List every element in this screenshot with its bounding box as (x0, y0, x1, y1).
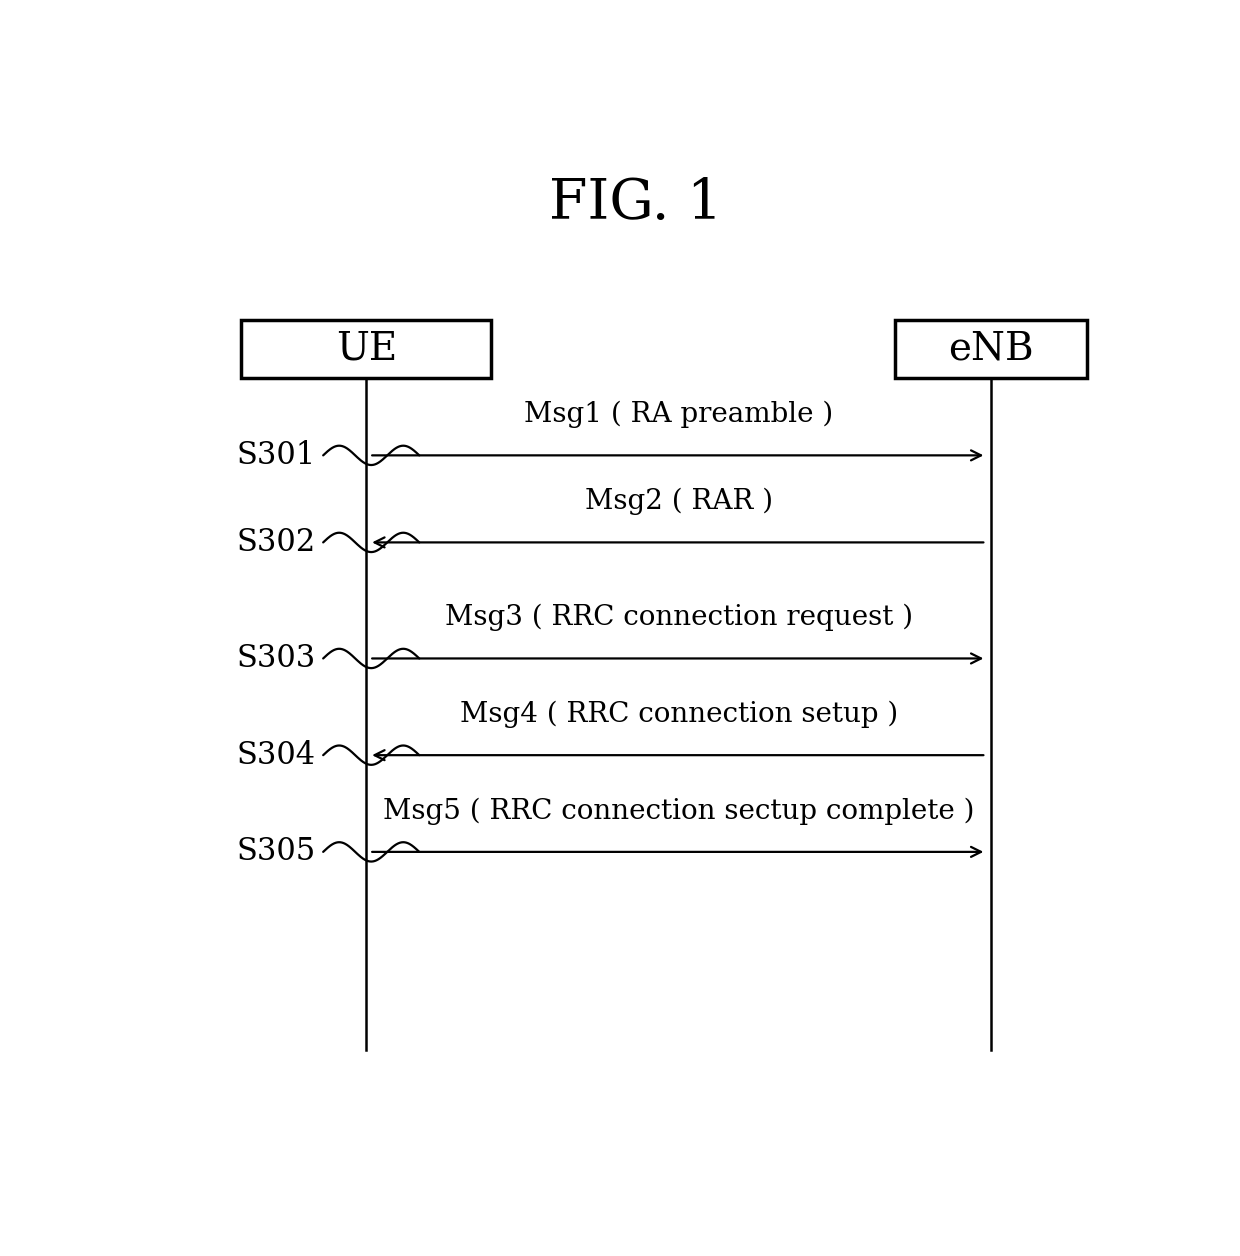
Text: S301: S301 (237, 440, 316, 471)
Text: S304: S304 (237, 740, 316, 771)
Bar (895, 320, 1087, 378)
Text: Msg3 ( RRC connection request ): Msg3 ( RRC connection request ) (445, 604, 913, 632)
Text: S302: S302 (237, 528, 316, 558)
Bar (242, 320, 491, 378)
Text: FIG. 1: FIG. 1 (549, 177, 722, 231)
Text: eNB: eNB (949, 330, 1034, 368)
Text: Msg2 ( RAR ): Msg2 ( RAR ) (585, 489, 773, 515)
Text: Msg1 ( RA preamble ): Msg1 ( RA preamble ) (525, 401, 833, 428)
Text: Msg4 ( RRC connection setup ): Msg4 ( RRC connection setup ) (460, 701, 898, 728)
Text: S303: S303 (237, 643, 316, 674)
Text: Msg5 ( RRC connection sectup complete ): Msg5 ( RRC connection sectup complete ) (383, 798, 975, 825)
Text: UE: UE (336, 330, 397, 368)
Text: S305: S305 (237, 836, 316, 868)
